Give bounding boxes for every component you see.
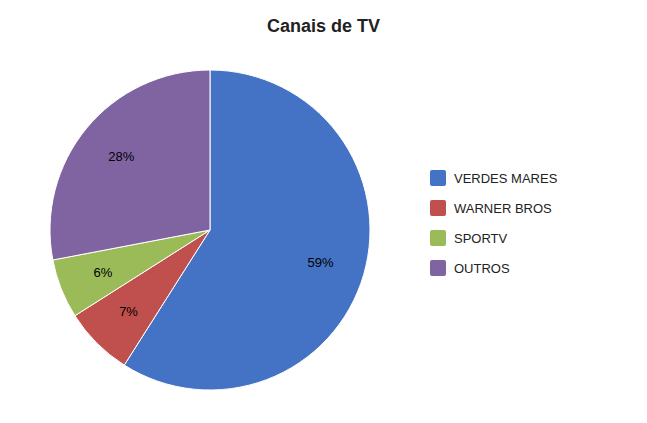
data-label: 7% xyxy=(119,304,138,319)
pie-slice xyxy=(50,70,210,260)
data-label: 28% xyxy=(108,149,134,164)
chart-container: Canais de TV 59% 7% 6% 28% VERDES MARES WARNER… xyxy=(0,0,647,423)
legend-swatch xyxy=(430,260,446,276)
legend-swatch xyxy=(430,200,446,216)
legend-swatch xyxy=(430,170,446,186)
legend-label: VERDES MARES xyxy=(454,171,558,186)
data-label: 6% xyxy=(93,265,112,280)
data-labels: 59% 7% 6% 28% xyxy=(93,149,334,319)
title: Canais de TV xyxy=(267,16,380,36)
legend-label: OUTROS xyxy=(454,261,510,276)
legend: VERDES MARES WARNER BROS SPORTV OUTROS xyxy=(430,170,558,276)
slices xyxy=(50,70,370,390)
legend-label: SPORTV xyxy=(454,231,508,246)
legend-swatch xyxy=(430,230,446,246)
data-label: 59% xyxy=(308,255,334,270)
legend-label: WARNER BROS xyxy=(454,201,552,216)
chart: Canais de TV 59% 7% 6% 28% VERDES MARES WARNER… xyxy=(0,0,647,423)
